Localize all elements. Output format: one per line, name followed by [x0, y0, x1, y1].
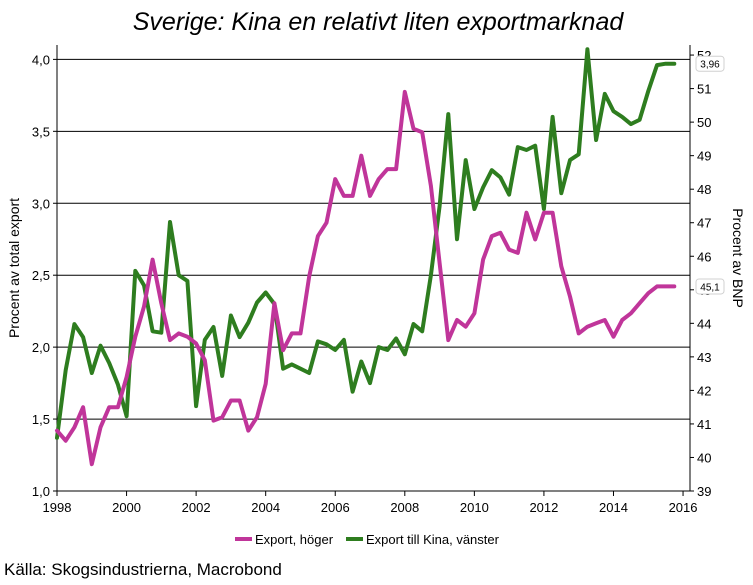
right-y-tick-label-4: 43 [697, 350, 711, 365]
right-y-tick-label-8: 47 [697, 216, 711, 231]
x-tick-label-2000: 2000 [112, 500, 141, 515]
right-y-tick-label-12: 51 [697, 82, 711, 97]
right-y-tick-label-11: 50 [697, 115, 711, 130]
x-tick-label-2010: 2010 [460, 500, 489, 515]
x-tick-label-1998: 1998 [43, 500, 72, 515]
right-y-tick-label-3: 42 [697, 383, 711, 398]
left-y-tick-label-3: 2,5 [32, 268, 50, 283]
left-y-tick-label-0: 1,0 [32, 484, 50, 499]
right-y-tick-label-2: 41 [697, 417, 711, 432]
left-y-axis-ticks: 1,0 1,5 2,0 2,5 3,0 3,5 4,0 [32, 52, 57, 499]
right-y-tick-label-9: 48 [697, 182, 711, 197]
x-tick-label-2006: 2006 [321, 500, 350, 515]
right-y-tick-label-1: 40 [697, 450, 711, 465]
series-line-export-hoger [55, 89, 677, 467]
left-y-tick-label-5: 3,5 [32, 124, 50, 139]
legend: Export, höger Export till Kina, vänster [235, 532, 500, 547]
x-tick-label-2004: 2004 [251, 500, 280, 515]
end-label-box-0 [695, 55, 725, 72]
right-y-tick-label-0: 39 [697, 484, 711, 499]
end-label-box-1 [695, 278, 725, 295]
right-y-tick-label-7: 46 [697, 249, 711, 264]
gridlines [57, 58, 690, 420]
x-axis-ticks: 1998 2000 2002 2004 2006 2008 2010 2012 2014 2016 [43, 491, 698, 515]
x-tick-label-2002: 2002 [182, 500, 211, 515]
chart: Sverige: Kina en relativt liten exportma… [6, 8, 746, 547]
right-y-axis-label: Procent av BNP [730, 208, 746, 308]
right-y-axis-ticks: 3940414243444546474849505152 [690, 48, 711, 499]
x-tick-label-2016: 2016 [669, 500, 698, 515]
end-label-1: 45,1 [700, 282, 720, 293]
left-y-tick-label-2: 2,0 [32, 340, 50, 355]
left-y-tick-label-4: 3,0 [32, 196, 50, 211]
end-label-0: 3,96 [700, 60, 720, 71]
left-y-tick-label-6: 4,0 [32, 52, 50, 67]
series-lines [55, 47, 677, 467]
source-note: Källa: Skogsindustrierna, Macrobond [4, 560, 282, 579]
x-tick-label-2012: 2012 [529, 500, 558, 515]
x-tick-label-2014: 2014 [599, 500, 628, 515]
axes [56, 45, 691, 492]
series-line-export-kina [55, 47, 677, 440]
left-y-axis-label: Procent av total export [6, 198, 22, 338]
x-tick-label-2008: 2008 [390, 500, 419, 515]
left-y-tick-label-1: 1,5 [32, 412, 50, 427]
legend-label-export-kina: Export till Kina, vänster [366, 532, 500, 547]
legend-label-export-hoger: Export, höger [255, 532, 334, 547]
right-y-tick-label-5: 44 [697, 316, 711, 331]
end-labels: 3,96 45,1 [695, 55, 725, 295]
right-y-tick-label-10: 49 [697, 149, 711, 164]
chart-title: Sverige: Kina en relativt liten exportma… [133, 8, 625, 36]
